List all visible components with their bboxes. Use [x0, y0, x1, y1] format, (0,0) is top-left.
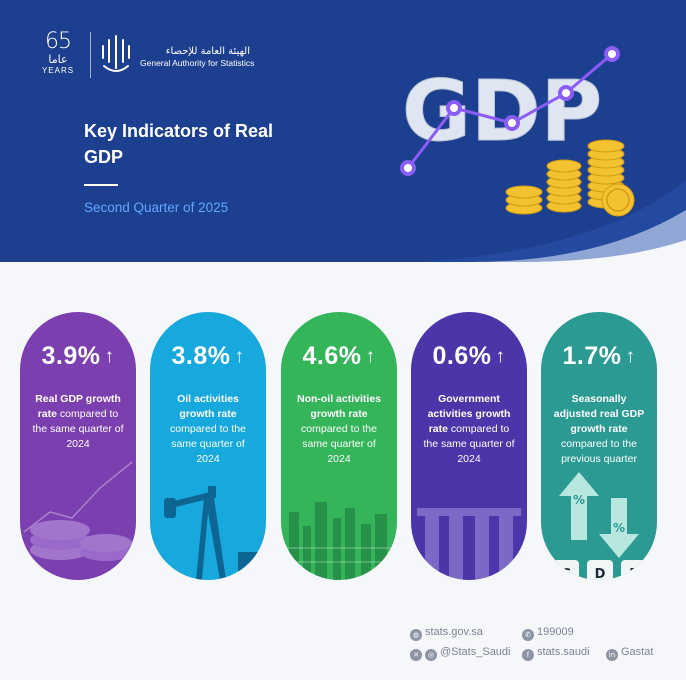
org-name: الهيئة العامة للإحصاء General Authority … — [140, 46, 254, 69]
card-value: 0.6% ↑ — [432, 342, 506, 370]
header-banner: 65 عاما YEARS الهيئة العامة للإحصاء Gene… — [0, 0, 686, 262]
page-subtitle: Second Quarter of 2025 — [84, 200, 229, 215]
card-government-activities: 0.6% ↑ Government activities growth rate … — [411, 312, 527, 580]
linkedin-icon: in — [606, 649, 618, 661]
arrow-up-icon: ↑ — [495, 346, 506, 367]
globe-icon: ◍ — [410, 629, 422, 641]
card-background — [150, 312, 266, 580]
arrow-up-icon: ↑ — [234, 346, 245, 367]
footer-facebook[interactable]: f stats.saudi — [522, 646, 590, 661]
anniversary-arabic: عاما — [48, 53, 68, 66]
logo-divider — [90, 32, 91, 78]
card-oil-activities: 3.8% ↑ Oil activities growth rate compare… — [150, 312, 266, 580]
page-title: Key Indicators of Real GDP — [84, 121, 274, 167]
card-value: 1.7% ↑ — [562, 342, 636, 370]
svg-text:P: P — [629, 567, 639, 580]
card-real-gdp: 3.9% ↑ Real GDP growth rate compared to t… — [20, 312, 136, 580]
card-background — [281, 312, 397, 580]
org-name-arabic: الهيئة العامة للإحصاء — [165, 46, 250, 57]
instagram-icon: ◎ — [425, 649, 437, 661]
org-name-english: General Authority for Statistics — [140, 58, 255, 68]
arrow-up-icon: ↑ — [625, 346, 636, 367]
gdp-blocks-icon: G D P — [553, 560, 647, 580]
coin-stacks-icon — [505, 139, 635, 217]
svg-text:G: G — [561, 567, 572, 580]
card-background — [20, 312, 136, 580]
card-background — [411, 312, 527, 580]
anniversary-logo: 65 عاما YEARS — [36, 30, 80, 76]
arrow-down-percent-icon: % — [599, 498, 639, 558]
footer-website[interactable]: ◍ stats.gov.sa — [410, 626, 483, 641]
arrow-up-icon: ↑ — [104, 346, 115, 367]
card-non-oil-activities: 4.6% ↑ Non-oil activities growth rate com… — [281, 312, 397, 580]
card-description: Government activities growth rate compar… — [423, 393, 515, 465]
title-underline — [84, 184, 118, 186]
gastat-emblem-icon — [102, 35, 130, 72]
card-seasonally-adjusted: % % G D P 1.7% ↑ Seasonally adjusted real… — [541, 312, 657, 580]
card-description: Oil activities growth rate compared to t… — [170, 393, 246, 465]
svg-text:%: % — [613, 521, 625, 535]
svg-text:D: D — [595, 567, 606, 580]
footer-social[interactable]: ✕ ◎ @Stats_Saudi — [410, 646, 511, 661]
x-icon: ✕ — [410, 649, 422, 661]
svg-text:%: % — [573, 493, 585, 507]
card-description: Real GDP growth rate compared to the sam… — [32, 393, 124, 450]
trend-points — [400, 46, 620, 176]
anniversary-number: 65 — [45, 29, 72, 54]
facebook-icon: f — [522, 649, 534, 661]
footer-linkedin[interactable]: in Gastat — [606, 646, 653, 661]
card-value: 3.9% ↑ — [41, 342, 115, 370]
card-background: % % G D P — [541, 312, 657, 580]
card-value: 4.6% ↑ — [302, 342, 376, 370]
card-description: Non-oil activities growth rate compared … — [296, 393, 381, 465]
arrow-up-icon: ↑ — [365, 346, 376, 367]
gdp-illustration: GDP — [400, 46, 635, 217]
footer-phone[interactable]: ✆ 199009 — [522, 626, 574, 641]
card-description: Seasonally adjusted real GDP growth rate… — [553, 393, 645, 465]
gdp-art-text: GDP — [402, 62, 602, 160]
arrow-up-percent-icon: % — [559, 472, 599, 540]
anniversary-years: YEARS — [41, 66, 75, 75]
phone-icon: ✆ — [522, 629, 534, 641]
card-value: 3.8% ↑ — [171, 342, 245, 370]
